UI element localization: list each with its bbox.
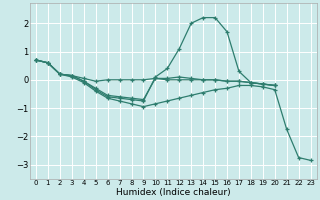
X-axis label: Humidex (Indice chaleur): Humidex (Indice chaleur) [116, 188, 231, 197]
